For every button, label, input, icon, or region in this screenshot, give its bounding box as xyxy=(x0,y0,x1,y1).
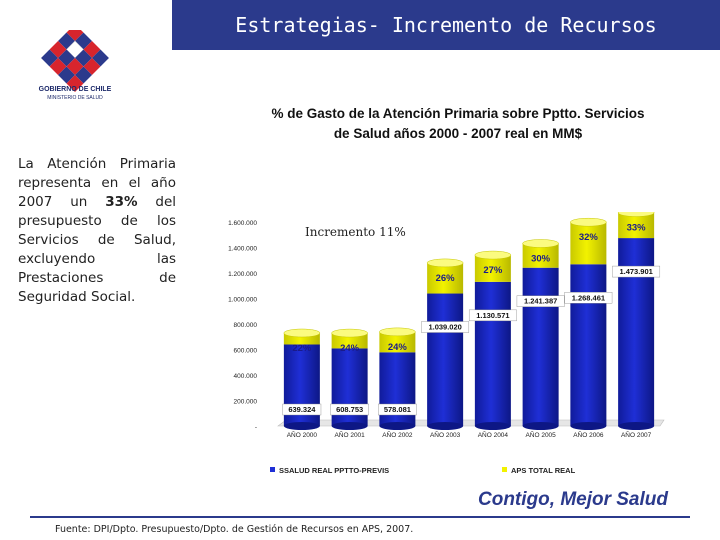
chart-title-line2: de Salud años 2000 - 2007 real en MM$ xyxy=(333,126,583,141)
bar-value-label: 1.268.461 xyxy=(572,293,605,302)
increment-annotation: Incremento 11% xyxy=(305,225,406,239)
bar-top-cap xyxy=(570,217,607,227)
bar-percent-label: 30% xyxy=(531,253,551,264)
slogan-part2: Mejor Salud xyxy=(560,489,668,510)
bar-aps xyxy=(379,331,416,353)
y-tick-label: 800.000 xyxy=(234,322,258,329)
logo-text-gobierno: GOBIERNO DE CHILE xyxy=(38,86,112,93)
logo-text-ministerio: MINISTERIO DE SALUD xyxy=(47,95,103,101)
bar-aps xyxy=(474,255,511,282)
footer-divider xyxy=(30,516,690,518)
gobierno-logo-icon xyxy=(41,30,109,92)
bar-percent-label: 22% xyxy=(292,343,312,354)
bar-percent-label: 32% xyxy=(579,232,599,243)
bar-percent-label: 27% xyxy=(483,265,503,276)
bar-top-cap xyxy=(426,258,464,268)
bar-value-label: 1.130.571 xyxy=(476,311,509,320)
y-tick-label: 1.600.000 xyxy=(228,220,257,227)
x-tick-label: AÑO 2007 xyxy=(621,430,652,439)
bar-bottom-cap xyxy=(379,422,416,430)
y-tick-label: 1.000.000 xyxy=(228,297,257,304)
bar-top-cap xyxy=(617,212,655,217)
bar-value-label: 608.753 xyxy=(336,405,363,414)
x-tick-label: AÑO 2004 xyxy=(478,430,509,439)
value-label-box xyxy=(516,295,565,307)
bar-bottom-cap xyxy=(331,422,368,430)
bar-top-cap xyxy=(474,250,512,260)
y-tick-label: 1.200.000 xyxy=(228,271,257,278)
x-tick-label: AÑO 2003 xyxy=(430,430,461,439)
bar-aps xyxy=(570,222,607,265)
bar-bottom-cap xyxy=(618,422,655,430)
bar-ssalud xyxy=(427,293,464,426)
value-label-box xyxy=(282,403,322,416)
value-label-box xyxy=(378,403,417,416)
chart-title-line1: % de Gasto de la Atención Primaria sobre… xyxy=(271,106,645,121)
value-label-box xyxy=(612,265,661,278)
side-text-post: del presupuesto de los Servicios de Salu… xyxy=(18,194,176,305)
bar-value-label: 639.324 xyxy=(288,405,316,414)
legend-swatch-ssalud xyxy=(270,467,275,472)
bar-bottom-cap xyxy=(522,422,559,430)
chart-title: % de Gasto de la Atención Primaria sobre… xyxy=(240,104,676,144)
side-description: La Atención Primaria representa en el añ… xyxy=(18,155,176,307)
value-label-box xyxy=(421,321,470,333)
value-label-box xyxy=(564,292,613,304)
x-tick-label: AÑO 2005 xyxy=(525,430,556,439)
bar-percent-label: 33% xyxy=(627,223,647,234)
bar-bottom-cap xyxy=(427,422,464,430)
x-tick-label: AÑO 2006 xyxy=(573,430,604,439)
x-tick-label: AÑO 2002 xyxy=(382,430,413,439)
y-tick-label: - xyxy=(255,424,257,431)
y-tick-label: 200.000 xyxy=(234,399,258,406)
legend-label-aps: APS TOTAL REAL xyxy=(511,466,576,475)
x-tick-label: AÑO 2000 xyxy=(287,430,318,439)
bar-ssalud xyxy=(570,264,607,426)
bar-bottom-cap xyxy=(283,422,320,430)
bar-top-cap xyxy=(379,327,416,337)
bar-value-label: 1.039.020 xyxy=(428,323,461,332)
bar-ssalud xyxy=(522,267,559,426)
y-tick-label: 1.400.000 xyxy=(228,246,257,253)
bar-aps xyxy=(331,333,368,349)
y-tick-label: 400.000 xyxy=(234,373,258,380)
legend-swatch-aps xyxy=(502,467,507,472)
slogan: Contigo, Mejor Salud xyxy=(478,489,668,511)
legend-label-ssalud: SSALUD REAL PPTTO-PREVIS xyxy=(279,466,389,475)
bar-value-label: 578.081 xyxy=(384,405,411,414)
bar-aps xyxy=(427,262,464,294)
bar-value-label: 1.241.387 xyxy=(524,297,557,306)
bar-aps xyxy=(283,333,320,345)
y-tick-label: 600.000 xyxy=(234,348,258,355)
bar-percent-label: 24% xyxy=(388,342,408,353)
bar-ssalud xyxy=(474,281,511,426)
side-text-highlight: 33% xyxy=(105,194,138,210)
bar-percent-label: 24% xyxy=(340,343,360,354)
bar-top-cap xyxy=(331,328,368,338)
value-label-box xyxy=(330,403,369,416)
footer-source: Fuente: DPI/Dpto. Presupuesto/Dpto. de G… xyxy=(55,524,414,535)
bar-top-cap xyxy=(283,328,321,338)
bar-bottom-cap xyxy=(570,422,607,430)
bar-value-label: 1.473.901 xyxy=(619,267,652,276)
value-label-box xyxy=(468,309,517,322)
bar-bottom-cap xyxy=(474,422,511,430)
slogan-part1: Contigo, xyxy=(478,489,561,510)
budget-bar-chart: - 200.000 400.000 600.000 800.000 1.000.000 1.… xyxy=(228,212,665,475)
slide-title: Estrategias- Incremento de Recursos xyxy=(172,0,720,50)
x-tick-label: AÑO 2001 xyxy=(334,430,365,439)
bar-top-cap xyxy=(522,239,559,248)
side-text-pre: La Atención Primaria representa en el añ… xyxy=(18,156,176,210)
bar-percent-label: 26% xyxy=(436,273,456,284)
